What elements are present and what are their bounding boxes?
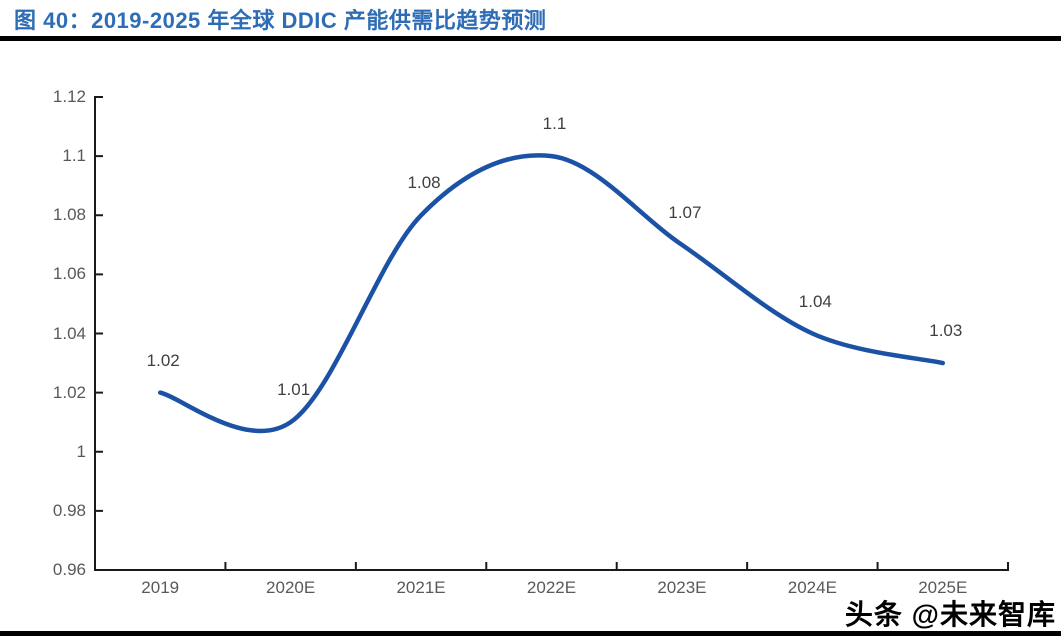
y-tick-label: 0.98 (52, 500, 86, 520)
figure-title: 图 40：2019-2025 年全球 DDIC 产能供需比趋势预测 (14, 8, 547, 33)
x-tick-label: 2023E (657, 578, 707, 597)
data-point-label: 1.08 (407, 173, 441, 193)
x-tick-label: 2020E (266, 578, 316, 597)
x-tick-label: 2025E (918, 578, 968, 597)
y-tick-label: 1.06 (52, 264, 86, 284)
title-divider (0, 36, 1061, 41)
data-point-label: 1.04 (798, 291, 832, 311)
trend-line (157, 153, 946, 434)
bottom-divider (0, 631, 1061, 636)
x-tick-label: 2022E (526, 578, 577, 597)
y-tick-label: 1.02 (52, 382, 86, 402)
y-tick-label: 1 (76, 441, 86, 461)
data-point-label: 1.1 (542, 114, 567, 134)
data-point-label: 1.07 (668, 202, 702, 222)
data-point-label: 1.02 (146, 350, 180, 370)
x-tick-label: 2024E (787, 578, 837, 597)
y-tick-label: 1.04 (52, 323, 86, 343)
x-tick-label: 2019 (141, 578, 180, 597)
y-tick-label: 1.1 (62, 146, 86, 166)
y-tick-label: 1.08 (52, 205, 86, 225)
data-point-label: 1.01 (277, 380, 311, 400)
x-tick-label: 2021E (396, 578, 446, 597)
y-tick-label: 0.96 (52, 560, 86, 579)
watermark: 头条 @未来智库 (844, 599, 1056, 630)
y-tick-label: 1.12 (52, 87, 86, 106)
data-point-label: 1.03 (929, 321, 963, 341)
